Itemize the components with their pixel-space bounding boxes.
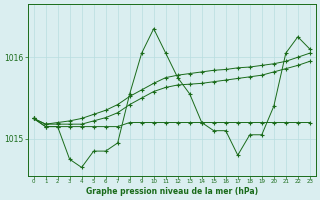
X-axis label: Graphe pression niveau de la mer (hPa): Graphe pression niveau de la mer (hPa): [86, 187, 258, 196]
